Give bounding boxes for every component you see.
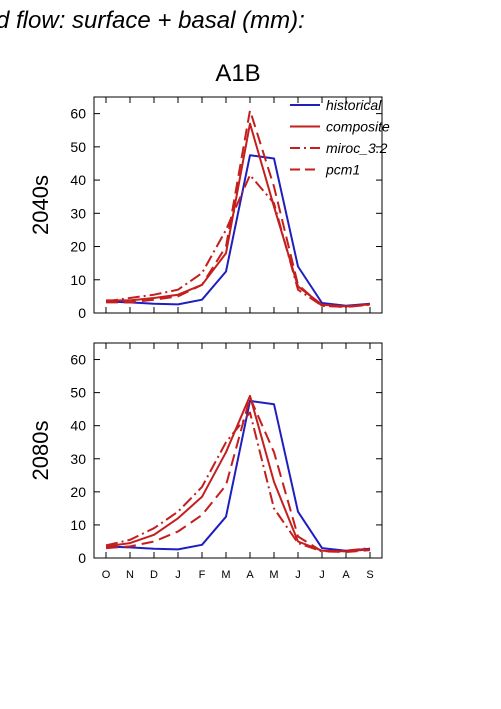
y-tick-label: 30 [70,451,86,467]
x-tick-label: J [319,569,325,581]
y-tick-label: 60 [70,106,86,122]
legend-entry: historical [326,97,382,113]
y-tick-label: 60 [70,352,86,368]
x-tick-label: N [126,569,134,581]
y-axis-label: 2040s [28,175,53,235]
plot-frame [93,96,383,314]
series-line-miroc-3-2 [105,174,371,308]
x-tick-label: O [102,569,111,581]
y-axis-label: 2080s [28,421,53,481]
y-tick-label: 20 [70,239,86,255]
series-line-miroc-3-2 [105,411,371,553]
x-tick-label: A [342,569,350,581]
x-tick-label: J [295,569,301,581]
x-tick-label: M [269,569,278,581]
chart-panel-2080s: 0 10 20 30 40 50 60 O N D J F M A M J J A S 2080s [28,342,383,581]
chart-panel-2040s: 0 10 20 30 40 50 60 2040s historical composite mir… [28,96,390,321]
y-tick-label: 40 [70,418,86,434]
legend-entry: composite [326,119,390,135]
x-tick-label: A [246,569,254,581]
y-tick-label: 20 [70,484,86,500]
series-line-pcm1 [106,109,371,308]
x-tick-label: F [199,569,206,581]
x-tick-label: S [366,569,373,581]
y-tick-label: 10 [70,272,86,288]
y-tick-label: 10 [70,517,86,533]
x-tick-label: D [150,569,158,581]
series-line-composite [106,122,371,308]
x-tick-label: M [221,569,230,581]
y-tick-label: 0 [78,305,86,321]
plot-frame [93,342,383,559]
legend-entry: miroc_3.2 [326,140,388,156]
series-line-composite [105,394,371,553]
y-tick-label: 40 [70,172,86,188]
y-tick-label: 50 [70,385,86,401]
y-tick-label: 30 [70,205,86,221]
legend-entry: pcm1 [325,162,360,178]
y-tick-label: 50 [70,139,86,155]
series-line-historical [105,154,371,307]
figure-title: A1B [215,60,260,87]
x-tick-label: J [175,569,181,581]
series-line-historical [105,399,371,552]
series-line-pcm1 [105,396,371,553]
y-tick-label: 0 [78,550,86,566]
figure-header: d flow: surface + basal (mm): [0,7,305,34]
